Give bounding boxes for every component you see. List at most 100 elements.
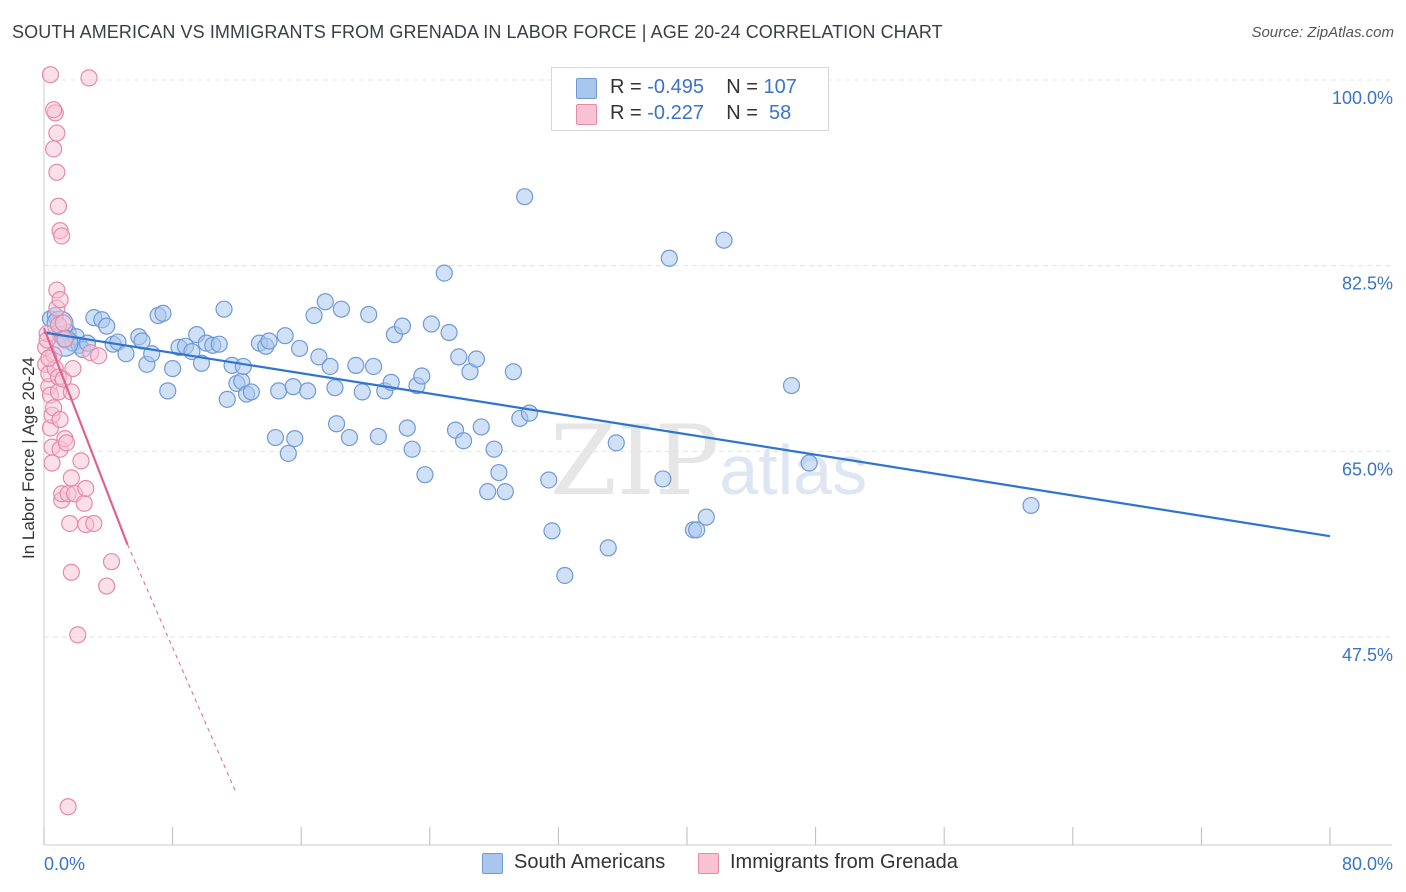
data-point-south-americans (490, 463, 508, 482)
data-point-south-americans (266, 428, 285, 447)
data-point-grenada (62, 469, 80, 487)
data-point-south-americans (192, 354, 211, 372)
data-point-south-americans (286, 430, 304, 448)
data-point-south-americans (556, 566, 574, 585)
data-point-south-americans (660, 249, 678, 267)
r-label: R = (610, 76, 642, 98)
data-point-south-americans (540, 471, 558, 489)
data-point-south-americans (496, 483, 514, 501)
data-point-south-americans (467, 350, 486, 368)
data-point-south-americans (340, 428, 359, 447)
n-value: 107 (763, 76, 797, 98)
y-tick-label: 47.5% (1342, 645, 1393, 665)
data-point-south-americans (516, 188, 534, 206)
data-point-south-americans (450, 348, 468, 366)
data-point-south-americans (242, 383, 260, 401)
data-point-south-americans (422, 315, 441, 333)
trend-line-grenada (42, 327, 129, 546)
data-point-grenada (49, 197, 68, 215)
data-point-south-americans (393, 317, 412, 335)
data-point-south-americans (279, 444, 297, 463)
data-point-grenada (51, 291, 69, 309)
data-point-south-americans (485, 440, 503, 458)
y-tick-label: 65.0% (1342, 459, 1393, 479)
legend-text: R = -0.227 N = 58 (610, 102, 791, 125)
data-point-grenada (85, 514, 103, 533)
n-value: 58 (763, 102, 792, 124)
data-point-south-americans (688, 521, 706, 539)
data-point-south-americans (316, 293, 334, 311)
data-point-grenada (90, 347, 108, 365)
watermark-zip: ZIP (550, 405, 720, 517)
r-label: R = (610, 102, 642, 124)
data-point-south-americans (715, 231, 733, 249)
legend-swatch-blue (576, 78, 597, 99)
data-point-south-americans (98, 317, 116, 335)
data-point-south-americans (260, 332, 278, 350)
data-point-south-americans (310, 348, 328, 366)
legend-label: South Americans (514, 851, 666, 873)
data-point-grenada (51, 410, 69, 429)
data-point-south-americans (270, 382, 288, 400)
data-point-grenada (80, 69, 98, 87)
trend-line-south-americans (43, 331, 1331, 538)
data-point-grenada (45, 140, 63, 158)
data-point-south-americans (215, 300, 233, 318)
data-point-grenada (69, 626, 87, 644)
data-point-south-americans (360, 305, 378, 324)
data-point-south-americans (353, 383, 371, 401)
correlation-legend: R = -0.495 N = 107 R = -0.227 N = 58 (551, 67, 829, 131)
data-point-south-americans (154, 304, 172, 323)
data-point-grenada (62, 563, 80, 581)
x-tick-label: 80.0% (1342, 854, 1393, 874)
data-point-grenada (53, 227, 71, 245)
data-point-south-americans (284, 378, 302, 396)
data-point-south-americans (607, 434, 625, 452)
data-point-south-americans (1022, 496, 1040, 515)
data-point-grenada (54, 314, 72, 332)
legend-label: Immigrants from Grenada (730, 851, 958, 873)
data-point-south-americans (305, 306, 323, 325)
data-point-south-americans (416, 466, 434, 484)
data-point-south-americans (440, 323, 458, 342)
y-tick-label: 100.0% (1332, 88, 1393, 108)
data-point-south-americans (413, 367, 431, 385)
data-point-south-americans (321, 357, 339, 376)
data-point-south-americans (599, 539, 617, 557)
data-point-south-americans (332, 300, 350, 318)
data-point-south-americans (454, 432, 473, 450)
data-point-south-americans (398, 419, 416, 437)
data-point-grenada (48, 163, 66, 181)
data-point-grenada (59, 798, 77, 816)
data-point-grenada (102, 553, 121, 571)
data-point-grenada (98, 577, 116, 595)
chart-title: SOUTH AMERICAN VS IMMIGRANTS FROM GRENAD… (12, 22, 943, 42)
data-point-grenada (45, 101, 63, 119)
data-point-grenada (41, 66, 60, 84)
data-point-south-americans (347, 356, 365, 374)
data-point-south-americans (327, 415, 346, 433)
data-point-grenada (48, 124, 66, 142)
r-value: -0.495 (647, 76, 704, 98)
y-axis-label: In Labor Force | Age 20-24 (19, 357, 38, 559)
data-point-grenada (57, 434, 76, 452)
x-tick-label: 0.0% (44, 854, 85, 874)
data-point-south-americans (290, 339, 309, 358)
data-point-grenada (72, 452, 90, 470)
trend-line-grenada-extension (127, 544, 236, 792)
data-point-south-americans (543, 522, 561, 540)
data-point-south-americans (800, 454, 818, 472)
data-point-south-americans (234, 357, 252, 376)
data-point-south-americans (117, 345, 135, 363)
data-point-south-americans (654, 470, 672, 488)
data-point-south-americans (479, 483, 497, 501)
data-point-south-americans (159, 382, 177, 400)
data-point-south-americans (210, 335, 228, 353)
data-point-south-americans (326, 379, 344, 397)
data-point-south-americans (276, 327, 294, 345)
legend-text: R = -0.495 N = 107 (610, 76, 797, 99)
data-point-south-americans (364, 357, 383, 376)
legend-swatch-blue (482, 853, 503, 874)
data-point-grenada (77, 479, 95, 498)
